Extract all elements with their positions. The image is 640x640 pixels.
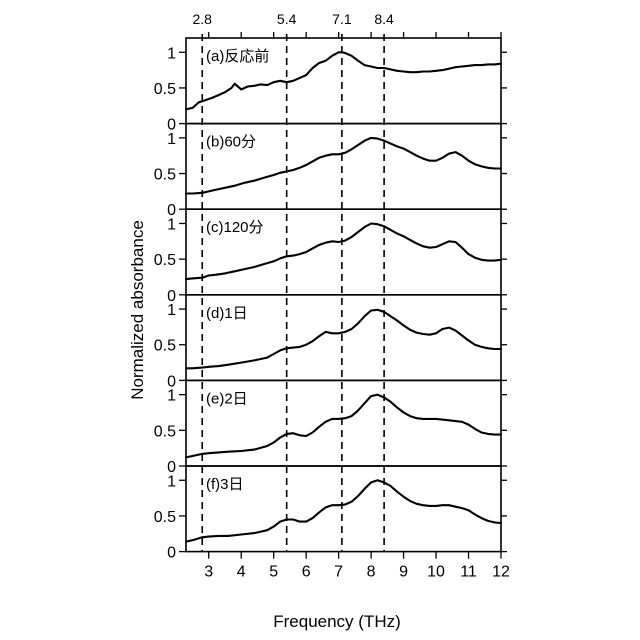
- y-tick-label: 1: [167, 45, 176, 62]
- y-tick-label: 1: [167, 216, 176, 233]
- panel-label: (a)反応前: [206, 48, 269, 65]
- x-tick-label: 3: [204, 564, 213, 581]
- y-tick-label: 0.5: [154, 81, 176, 98]
- x-tick-label: 4: [237, 564, 246, 581]
- y-tick-label: 1: [167, 302, 176, 319]
- reference-lines: [202, 34, 384, 552]
- x-axis-title: Frequency (THz): [273, 612, 401, 631]
- x-tick-label: 12: [492, 564, 510, 581]
- y-tick-label: 0.5: [154, 338, 176, 355]
- y-tick-label: 1: [167, 388, 176, 405]
- y-tick-label: 0: [167, 545, 176, 562]
- reference-line-label: 8.4: [374, 11, 394, 27]
- x-tick-label: 10: [427, 564, 445, 581]
- chart-labels: 00.51(a)反応前00.51(b)60分00.51(c)120分00.51(…: [154, 11, 510, 581]
- reference-line-label: 5.4: [277, 11, 297, 27]
- y-tick-label: 1: [167, 131, 176, 148]
- panel-label: (d)1日: [206, 305, 248, 322]
- x-tick-label: 5: [269, 564, 278, 581]
- reference-line-label: 2.8: [193, 11, 213, 27]
- absorbance-chart: 00.51(a)反応前00.51(b)60分00.51(c)120分00.51(…: [0, 0, 640, 640]
- y-tick-label: 0.5: [154, 252, 176, 269]
- y-axis-title: Normalized absorbance: [128, 220, 147, 400]
- y-tick-label: 0.5: [154, 423, 176, 440]
- x-tick-label: 7: [334, 564, 343, 581]
- panel-label: (b)60分: [206, 134, 256, 151]
- panel-label: (c)120分: [206, 219, 264, 236]
- y-tick-label: 0.5: [154, 167, 176, 184]
- panel-frames: [186, 38, 501, 552]
- panel-label: (e)2日: [206, 390, 248, 407]
- x-tick-label: 8: [367, 564, 376, 581]
- spectrum-curves: [186, 52, 501, 541]
- y-tick-label: 0.5: [154, 509, 176, 526]
- y-tick-label: 1: [167, 473, 176, 490]
- panel-label: (f)3日: [206, 476, 244, 493]
- x-tick-label: 9: [399, 564, 408, 581]
- reference-line-label: 7.1: [332, 11, 352, 27]
- x-tick-label: 11: [460, 564, 477, 581]
- x-tick-label: 6: [302, 564, 311, 581]
